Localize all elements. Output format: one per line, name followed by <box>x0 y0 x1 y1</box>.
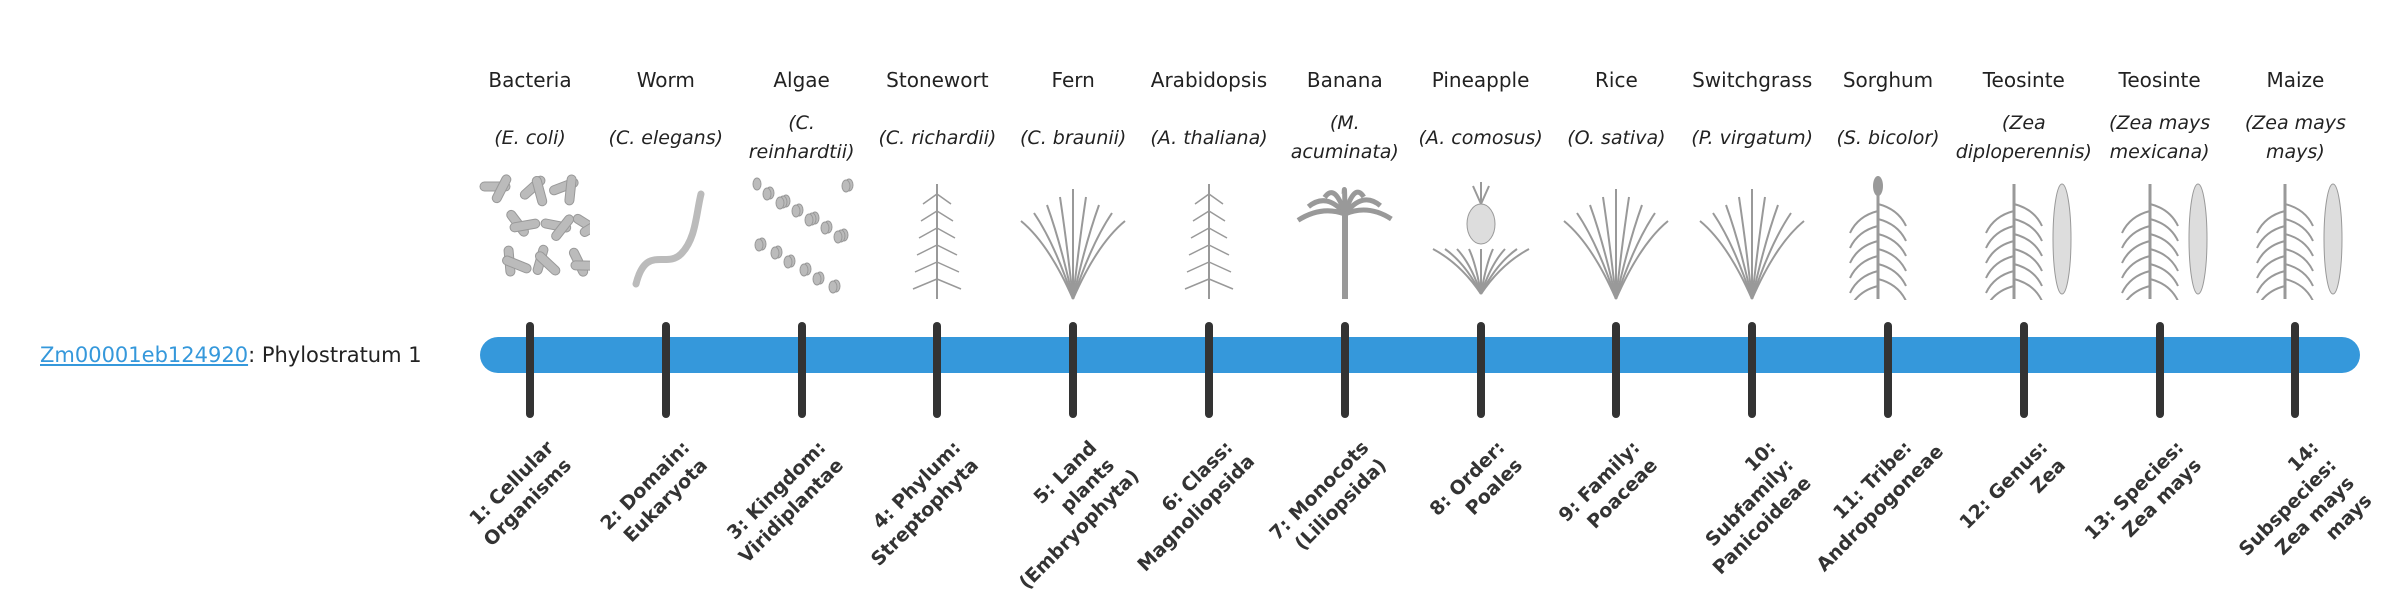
phylostratum-text: : Phylostratum 1 <box>248 343 422 367</box>
stratum-tick <box>661 322 670 418</box>
common-name: Switchgrass <box>1692 68 1813 92</box>
stratum-label: 3: Kingdom: Viridiplantae <box>722 436 848 568</box>
stratum-label: 6: Class: Magnoliopsida <box>1133 436 1260 577</box>
gene-label: Zm00001eb124920: Phylostratum 1 <box>40 340 422 370</box>
common-name: Fern <box>1051 68 1095 92</box>
fern-icon <box>1013 174 1133 300</box>
stratum-tick <box>1612 322 1621 418</box>
common-name: Maize <box>2266 68 2325 92</box>
scientific-name: (Zea diploperennis) <box>1956 108 2092 168</box>
scientific-name-text: (C. elegans) <box>608 126 724 149</box>
stratum-tick <box>933 322 942 418</box>
stratum-tick <box>1748 322 1757 418</box>
common-name: Sorghum <box>1842 68 1934 92</box>
phylostrata-bar <box>480 337 2360 373</box>
scientific-name: (M. acuminata) <box>1281 108 1409 168</box>
teosinte-icon <box>1964 174 2084 309</box>
scientific-name: (P. virgatum) <box>1688 108 1816 168</box>
scientific-name: (C. richardii) <box>873 108 1001 168</box>
stratum-label: 10: Subfamily: Panicoideae <box>1701 436 1816 580</box>
stonewort-icon <box>877 174 997 300</box>
scientific-name-text: (M. acuminata) <box>1290 112 1399 163</box>
stratum-label: 2: Domain: Eukaryota <box>596 436 712 547</box>
stratum-tick <box>1340 322 1349 418</box>
stratum-tick <box>526 322 534 418</box>
scientific-name: (S. bicolor) <box>1824 108 1952 168</box>
stratum-label: 14: Subspecies: Zea mays mays <box>2235 436 2377 561</box>
stratum-label: 1: Cellular Organisms <box>465 436 576 551</box>
common-name: Algae <box>773 68 830 92</box>
stratum-tick <box>2155 322 2164 418</box>
sorghum-icon <box>1828 174 1948 309</box>
teosinte-icon <box>2100 174 2220 309</box>
stratum-tick <box>1205 322 1213 418</box>
scientific-name: (E. coli) <box>466 108 594 168</box>
scientific-name-text: (A. comosus) <box>1418 126 1543 149</box>
scientific-name: (C. elegans) <box>602 108 730 168</box>
stratum-tick <box>2019 322 2028 418</box>
scientific-name-text: (Zea mays mexicana) <box>2109 112 2211 163</box>
common-name: Teosinte <box>1982 68 2065 92</box>
banana-tree-icon <box>1285 174 1405 300</box>
stratum-label: 9: Family: Poaceae <box>1554 436 1663 534</box>
stratum-label: 8: Order: Poales <box>1425 436 1527 521</box>
scientific-name: (Zea mays mays) <box>2231 108 2359 168</box>
bacteria-rods-icon <box>470 174 608 300</box>
stratum-label: 13: Species: Zea mays <box>2080 436 2206 545</box>
scientific-name: (C. braunii) <box>1009 108 1137 168</box>
scientific-name-text: (O. sativa) <box>1567 126 1666 149</box>
common-name: Stonewort <box>886 68 989 92</box>
stratum-label: 4: Phylum: Streptophyta <box>867 436 984 571</box>
scientific-name-text: (P. virgatum) <box>1691 126 1814 149</box>
common-name: Pineapple <box>1431 68 1530 92</box>
common-name: Teosinte <box>2118 68 2201 92</box>
rice-icon <box>1556 174 1676 300</box>
stratum-label: 12: Genus: Zea <box>1955 436 2070 534</box>
switchgrass-icon <box>1692 174 1812 300</box>
scientific-name-text: (Zea mays mays) <box>2244 112 2346 163</box>
scientific-name-text: (C. reinhardtii) <box>748 112 855 163</box>
scientific-name-text: (A. thaliana) <box>1150 126 1268 149</box>
maize-icon <box>2235 174 2355 309</box>
stratum-tick <box>1884 322 1892 418</box>
scientific-name-text: (Zea diploperennis) <box>1955 112 2092 163</box>
scientific-name: (A. comosus) <box>1417 108 1545 168</box>
scientific-name: (C. reinhardtii) <box>738 108 866 168</box>
common-name: Arabidopsis <box>1150 68 1268 92</box>
gene-id-link[interactable]: Zm00001eb124920 <box>40 343 249 367</box>
common-name: Rice <box>1595 68 1638 92</box>
common-name: Banana <box>1306 68 1383 92</box>
stratum-label: 7: Monocots (Liliopsida) <box>1265 436 1391 555</box>
stratum-tick <box>1069 322 1078 418</box>
scientific-name-text: (C. richardii) <box>878 126 997 149</box>
scientific-name-text: (S. bicolor) <box>1836 126 1940 149</box>
stratum-tick <box>797 322 806 418</box>
scientific-name: (O. sativa) <box>1552 108 1680 168</box>
common-name: Bacteria <box>488 68 572 92</box>
pineapple-icon <box>1421 174 1541 300</box>
stratum-tick <box>1476 322 1485 418</box>
common-name: Worm <box>636 68 695 92</box>
stratum-label: 5: Land plants (Embryophyta) <box>1015 436 1144 594</box>
scientific-name: (A. thaliana) <box>1145 108 1273 168</box>
scientific-name-text: (C. braunii) <box>1020 126 1127 149</box>
stratum-label: 11: Tribe: Andropogoneae <box>1812 436 1948 577</box>
scientific-name: (Zea mays mexicana) <box>2096 108 2224 168</box>
stratum-tick <box>2291 322 2300 418</box>
arabidopsis-icon <box>1149 174 1269 300</box>
worm-icon <box>606 174 726 300</box>
algae-cells-icon <box>742 174 862 300</box>
scientific-name-text: (E. coli) <box>494 126 566 149</box>
